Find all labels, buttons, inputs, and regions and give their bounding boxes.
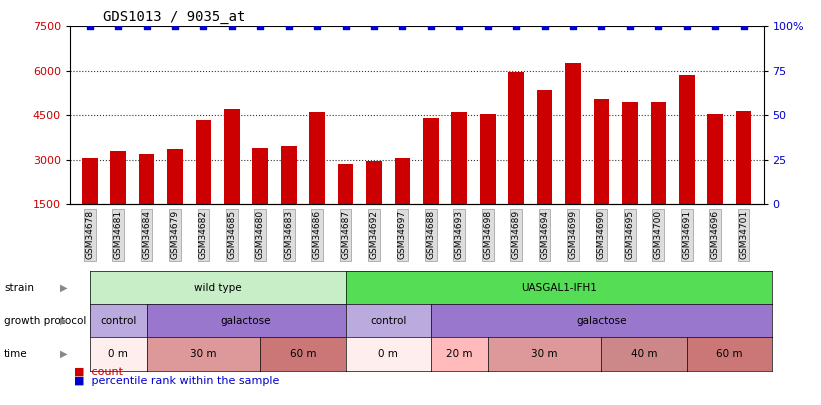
Point	[452, 23, 466, 30]
Text: strain: strain	[4, 283, 34, 292]
Text: ■  count: ■ count	[74, 367, 123, 377]
Point	[168, 23, 181, 30]
Bar	[167, 149, 183, 204]
Bar	[195, 119, 211, 204]
Point	[510, 23, 523, 30]
Point	[538, 23, 551, 30]
Point	[254, 23, 267, 30]
Bar	[395, 158, 410, 204]
Bar	[508, 72, 524, 204]
Bar	[366, 161, 382, 204]
Bar	[736, 111, 751, 204]
Bar	[452, 112, 467, 204]
Text: ▶: ▶	[60, 283, 67, 292]
Point	[339, 23, 352, 30]
Point	[225, 23, 238, 30]
Bar	[594, 99, 609, 204]
Point	[83, 23, 96, 30]
Bar	[708, 114, 723, 204]
Text: 60 m: 60 m	[290, 349, 316, 359]
Point	[112, 23, 125, 30]
Bar	[253, 148, 268, 204]
Point	[424, 23, 438, 30]
Point	[566, 23, 580, 30]
Text: control: control	[370, 316, 406, 326]
Bar	[224, 109, 240, 204]
Text: galactose: galactose	[576, 316, 626, 326]
Point	[197, 23, 210, 30]
Text: time: time	[4, 349, 28, 359]
Bar	[337, 164, 353, 204]
Bar	[82, 158, 98, 204]
Bar	[110, 151, 126, 204]
Text: 0 m: 0 m	[378, 349, 398, 359]
Text: 60 m: 60 m	[716, 349, 743, 359]
Text: 30 m: 30 m	[531, 349, 557, 359]
Text: 40 m: 40 m	[631, 349, 658, 359]
Point	[652, 23, 665, 30]
Point	[737, 23, 750, 30]
Bar	[281, 146, 296, 204]
Point	[595, 23, 608, 30]
Point	[623, 23, 636, 30]
Bar	[565, 63, 580, 204]
Bar	[537, 90, 553, 204]
Text: control: control	[100, 316, 136, 326]
Point	[368, 23, 381, 30]
Text: UASGAL1-IFH1: UASGAL1-IFH1	[521, 283, 597, 292]
Point	[481, 23, 494, 30]
Text: 20 m: 20 m	[446, 349, 473, 359]
Bar	[622, 102, 638, 204]
Bar	[423, 118, 438, 204]
Text: 30 m: 30 m	[190, 349, 217, 359]
Point	[310, 23, 323, 30]
Text: wild type: wild type	[194, 283, 241, 292]
Bar	[650, 102, 666, 204]
Text: growth protocol: growth protocol	[4, 316, 86, 326]
Point	[396, 23, 409, 30]
Text: GDS1013 / 9035_at: GDS1013 / 9035_at	[103, 10, 245, 24]
Point	[680, 23, 693, 30]
Text: ▶: ▶	[60, 349, 67, 359]
Bar	[679, 75, 695, 204]
Text: ▶: ▶	[60, 316, 67, 326]
Point	[709, 23, 722, 30]
Text: 0 m: 0 m	[108, 349, 128, 359]
Point	[282, 23, 296, 30]
Text: ■  percentile rank within the sample: ■ percentile rank within the sample	[74, 375, 279, 386]
Bar	[310, 112, 325, 204]
Text: galactose: galactose	[221, 316, 271, 326]
Bar	[480, 114, 496, 204]
Bar	[139, 154, 154, 204]
Point	[140, 23, 154, 30]
